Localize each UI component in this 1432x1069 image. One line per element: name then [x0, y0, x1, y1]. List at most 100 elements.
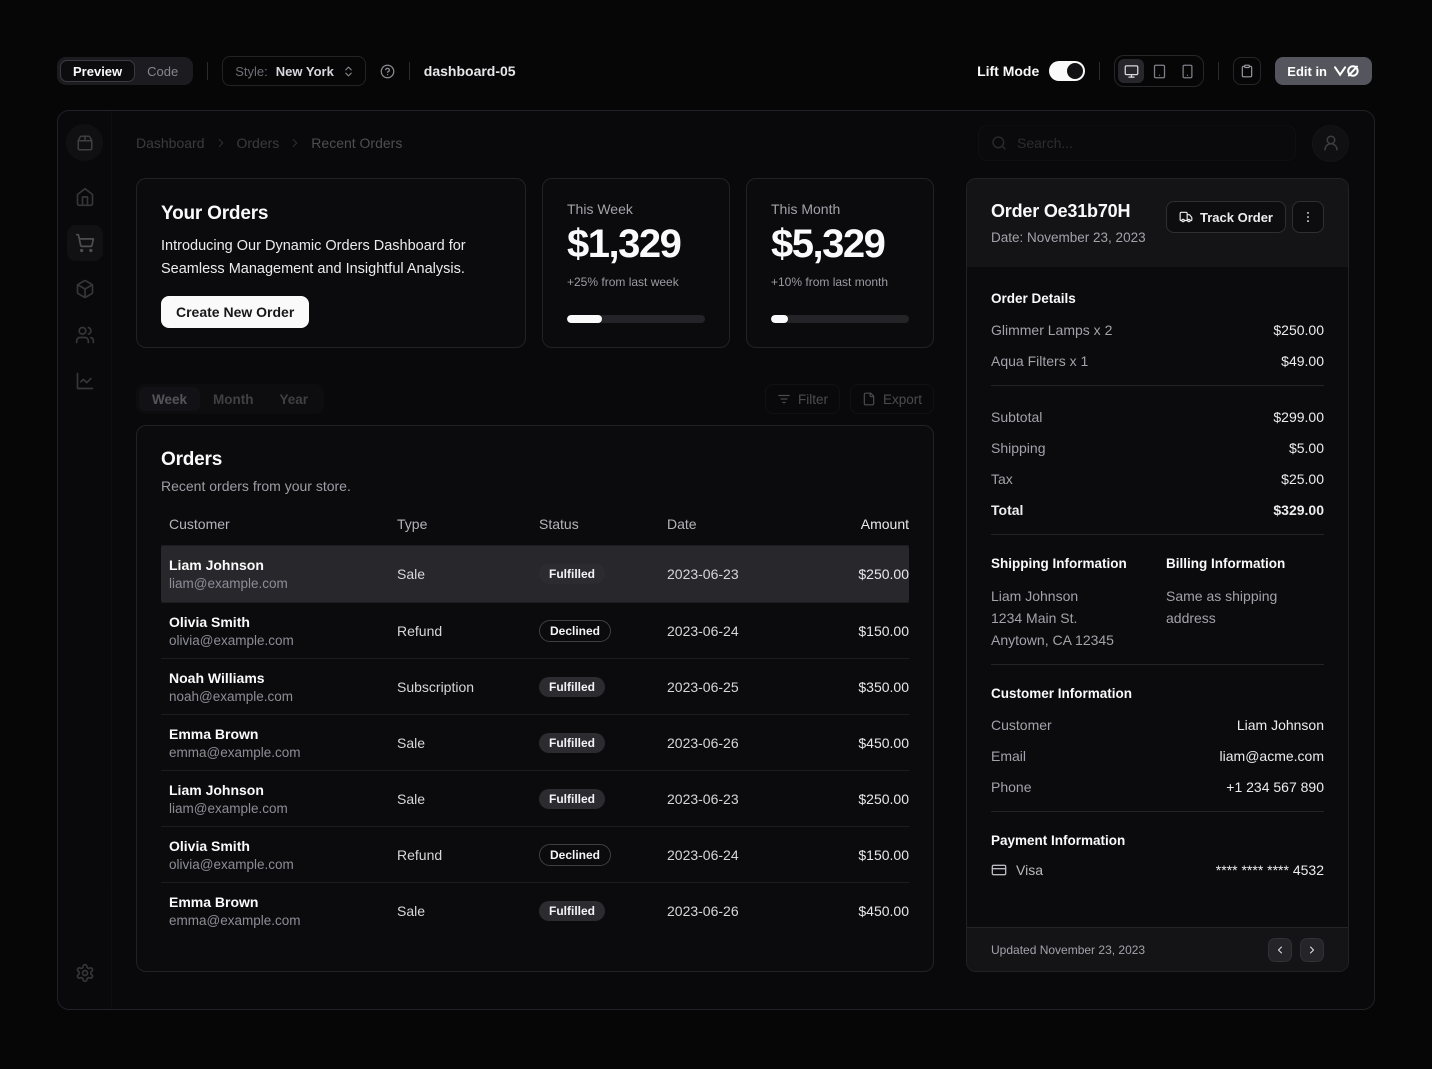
table-row[interactable]: Emma Brown emma@example.com Sale Fulfill… — [161, 714, 909, 770]
tablet-view-button[interactable] — [1146, 59, 1172, 83]
order-type: Sale — [397, 734, 426, 751]
progress-fill — [771, 315, 788, 323]
customer-info-heading: Customer Information — [991, 686, 1133, 701]
summary-label: Shipping — [991, 440, 1046, 456]
tab-week[interactable]: Week — [139, 387, 201, 411]
status-badge: Fulfilled — [539, 788, 605, 809]
stat-change: +10% from last month — [771, 275, 889, 289]
search-input[interactable] — [1017, 135, 1283, 151]
sidebar-item-products[interactable] — [67, 271, 103, 307]
order-pagination — [1268, 937, 1324, 962]
divider — [991, 385, 1324, 386]
intro-card-description: Introducing Our Dynamic Orders Dashboard… — [161, 238, 466, 277]
customer-email: emma@example.com — [169, 744, 301, 760]
customer-email-value[interactable]: liam@acme.com — [1219, 748, 1324, 764]
sidebar-item-customers[interactable] — [67, 317, 103, 353]
home-icon — [75, 187, 95, 207]
phone-view-button[interactable] — [1174, 59, 1200, 83]
order-type: Subscription — [397, 678, 475, 695]
table-row[interactable]: Liam Johnson liam@example.com Sale Fulfi… — [161, 770, 909, 826]
customer-row: Customer Liam Johnson — [991, 715, 1324, 736]
summary-row-tax: Tax $25.00 — [991, 469, 1324, 490]
chevrons-up-down-icon — [342, 65, 355, 78]
export-button[interactable]: Export — [849, 384, 934, 414]
create-new-order-button[interactable]: Create New Order — [161, 296, 310, 328]
next-order-button[interactable] — [1300, 937, 1324, 962]
customer-email: liam@example.com — [169, 800, 288, 816]
lift-mode-toggle[interactable] — [1049, 61, 1086, 81]
customer-name: Emma Brown — [169, 725, 259, 742]
updated-text: Updated November 23, 2023 — [991, 942, 1146, 957]
order-panel-footer: Updated November 23, 2023 — [967, 927, 1348, 971]
desktop-view-button[interactable] — [1118, 59, 1145, 83]
package2-icon — [76, 134, 94, 152]
style-select[interactable]: Style: New York — [222, 56, 366, 86]
orders-table: Customer Type Status Date Amount Liam Jo… — [161, 516, 909, 938]
order-amount: $150.00 — [858, 846, 909, 863]
customer-email: olivia@example.com — [169, 632, 294, 648]
user-avatar[interactable] — [1312, 124, 1349, 162]
truck-icon — [1179, 210, 1193, 224]
shopping-cart-icon — [75, 233, 95, 253]
tab-month[interactable]: Month — [213, 391, 254, 407]
sidebar-item-orders[interactable] — [66, 225, 103, 261]
search-icon — [991, 135, 1007, 151]
chevron-left-icon — [1274, 944, 1286, 956]
payment-method-label: Visa — [1016, 862, 1043, 878]
app-logo[interactable] — [66, 124, 103, 161]
order-amount: $150.00 — [858, 622, 909, 639]
customer-row-label: Customer — [991, 717, 1052, 733]
sidebar-item-analytics[interactable] — [67, 363, 103, 399]
order-amount: $450.00 — [858, 902, 909, 919]
tab-code[interactable]: Code — [147, 63, 179, 79]
divider — [1218, 62, 1220, 80]
table-row[interactable]: Olivia Smith olivia@example.com Refund D… — [161, 602, 909, 658]
customer-phone-value: +1 234 567 890 — [1226, 779, 1324, 795]
copy-code-button[interactable] — [1233, 57, 1262, 85]
order-date: 2023-06-26 — [667, 902, 739, 919]
item-value: $250.00 — [1273, 322, 1324, 338]
v0-logo-icon — [1333, 64, 1360, 78]
table-row[interactable]: Noah Williams noah@example.com Subscript… — [161, 658, 909, 714]
order-panel-body: Order Details Glimmer Lamps x 2 $250.00 … — [967, 267, 1348, 927]
customer-row-label: Email — [991, 748, 1027, 764]
filter-button[interactable]: Filter — [764, 384, 840, 414]
col-amount: Amount — [860, 516, 909, 532]
summary-label: Tax — [991, 471, 1013, 487]
table-row[interactable]: Emma Brown emma@example.com Sale Fulfill… — [161, 882, 909, 938]
breadcrumb-orders[interactable]: Orders — [236, 135, 280, 151]
order-panel-header: Order Oe31b70H Date: November 23, 2023 T… — [967, 179, 1348, 267]
sidebar-item-settings[interactable] — [67, 955, 103, 991]
order-title: Order Oe31b70H — [991, 201, 1131, 221]
table-toolbar: Week Month Year Filter Export — [136, 384, 934, 414]
divider — [991, 664, 1324, 665]
tab-year[interactable]: Year — [279, 391, 309, 407]
col-type: Type — [397, 516, 428, 532]
help-icon[interactable] — [380, 64, 395, 79]
customer-name: Olivia Smith — [169, 613, 250, 630]
edit-in-v0-button[interactable]: Edit in — [1275, 57, 1372, 85]
address-line: Liam Johnson — [991, 588, 1079, 604]
more-options-button[interactable] — [1292, 201, 1324, 233]
sidebar-item-home[interactable] — [67, 179, 103, 215]
billing-info: Billing Information Same as shipping add… — [1166, 556, 1324, 651]
order-item: Aqua Filters x 1 $49.00 — [991, 351, 1324, 372]
search-box — [978, 125, 1296, 161]
order-date: 2023-06-23 — [667, 790, 739, 807]
tab-preview[interactable]: Preview — [60, 60, 136, 82]
customer-email: emma@example.com — [169, 912, 301, 928]
toggle-knob — [1067, 63, 1084, 79]
shipping-heading: Shipping Information — [991, 556, 1127, 571]
table-row[interactable]: Olivia Smith olivia@example.com Refund D… — [161, 826, 909, 882]
col-status: Status — [539, 516, 579, 532]
table-row[interactable]: Liam Johnson liam@example.com Sale Fulfi… — [161, 546, 909, 602]
customer-row-label: Phone — [991, 779, 1032, 795]
payment-card-number: **** **** **** 4532 — [1215, 862, 1324, 878]
track-order-button[interactable]: Track Order — [1166, 201, 1286, 233]
package-icon — [75, 279, 95, 299]
previous-order-button[interactable] — [1268, 937, 1292, 962]
chevron-right-icon — [288, 136, 302, 150]
breadcrumb-dashboard[interactable]: Dashboard — [136, 135, 205, 151]
users-icon — [75, 325, 95, 345]
summary-value: $329.00 — [1273, 502, 1324, 518]
